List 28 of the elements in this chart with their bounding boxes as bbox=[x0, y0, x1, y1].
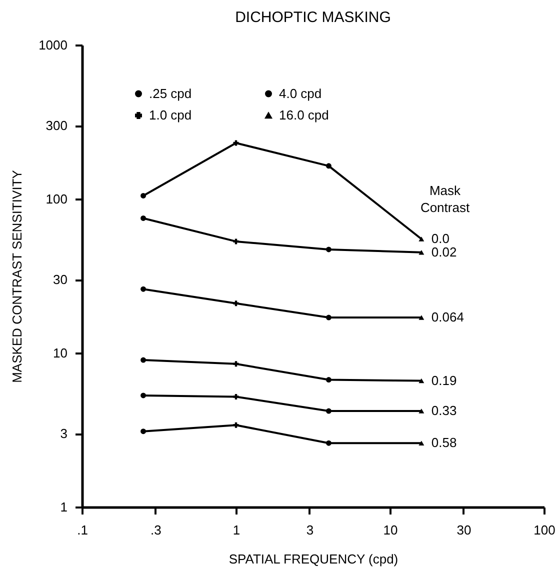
x-axis-title: SPATIAL FREQUENCY (cpd) bbox=[228, 552, 398, 566]
legend-label: .25 cpd bbox=[149, 86, 192, 101]
y-tick-label: 1 bbox=[60, 500, 68, 514]
y-tick-label: 300 bbox=[46, 118, 68, 134]
x-tick-label: 10 bbox=[383, 522, 398, 538]
annotation: Mask Contrast bbox=[420, 183, 470, 215]
y-axis-title: MASKED CONTRAST SENSITIVITY bbox=[10, 170, 25, 383]
x-tick-label: 100 bbox=[534, 522, 556, 538]
legend-label: 1.0 cpd bbox=[149, 108, 192, 122]
series-label: 0.0 bbox=[431, 230, 450, 246]
series-label: 0.064 bbox=[431, 310, 464, 325]
x-tick-label: 1 bbox=[232, 522, 240, 538]
series-label: 0.02 bbox=[431, 244, 457, 260]
x-tick-label: .3 bbox=[150, 522, 162, 538]
y-tick-label: 100 bbox=[46, 192, 68, 206]
y-tick-label: 30 bbox=[53, 272, 68, 288]
x-tick-label: 30 bbox=[456, 522, 472, 538]
chart-title: DICHOPTIC MASKING bbox=[235, 9, 391, 26]
x-tick-label: .1 bbox=[77, 522, 88, 538]
legend-label: 4.0 cpd bbox=[279, 86, 322, 101]
series-label: 0.33 bbox=[431, 403, 457, 418]
y-tick-label: 3 bbox=[60, 426, 68, 442]
series-label: 0.19 bbox=[431, 372, 457, 388]
series-label: 0.58 bbox=[431, 435, 457, 450]
legend-label: 16.0 cpd bbox=[279, 108, 329, 122]
y-tick-label: 10 bbox=[53, 346, 68, 360]
y-tick-label: 1000 bbox=[38, 38, 68, 52]
x-tick-label: 3 bbox=[306, 522, 314, 538]
